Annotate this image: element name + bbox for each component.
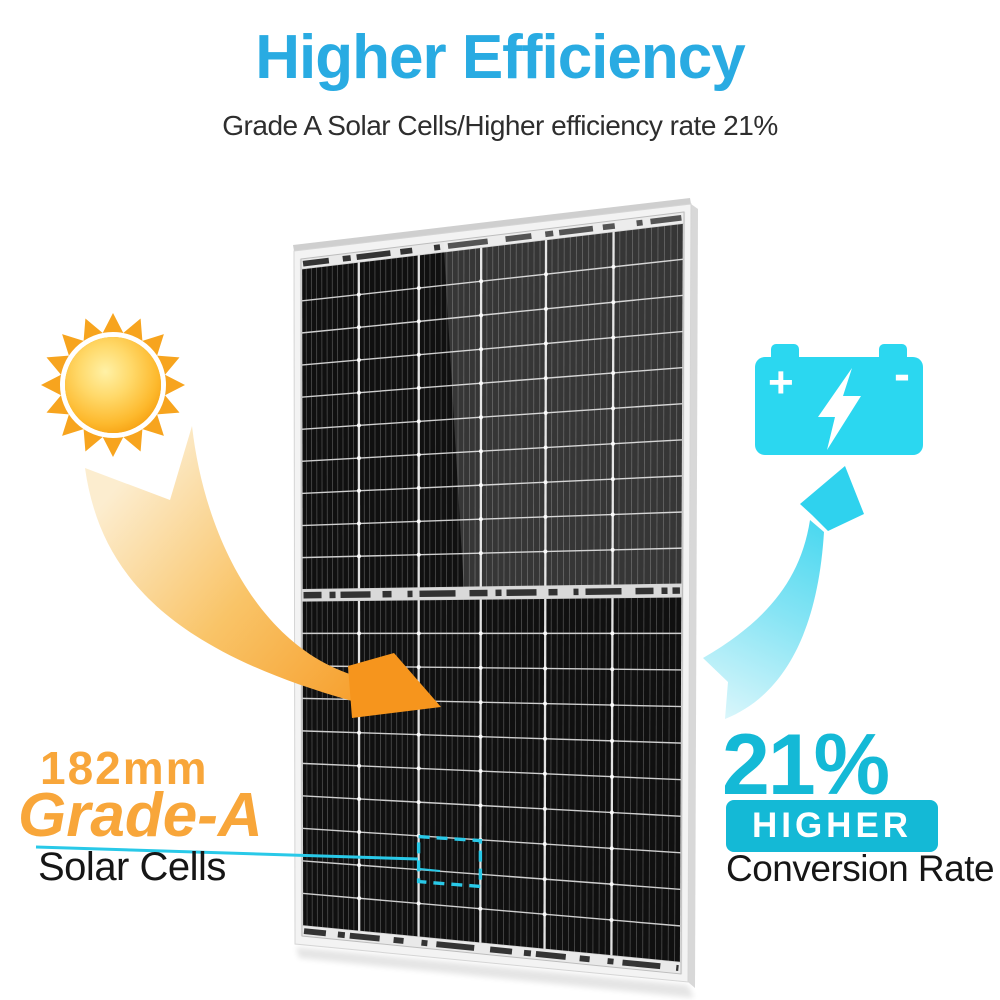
cell-highlight-box xyxy=(416,834,483,889)
solar-cells-label: Solar Cells xyxy=(38,845,226,889)
subtitle: Grade A Solar Cells/Higher efficiency ra… xyxy=(222,110,778,141)
solar-panel xyxy=(293,198,698,998)
grade-label: Grade-A xyxy=(18,781,263,850)
sunlight-arrow xyxy=(85,426,441,718)
conversion-rate-label: Conversion Rate xyxy=(726,848,995,889)
battery-body: + - xyxy=(755,351,923,455)
sun-icon xyxy=(41,313,185,457)
battery-minus-label: - xyxy=(894,348,910,401)
higher-badge: HIGHER xyxy=(726,800,938,852)
battery-icon: + - xyxy=(755,344,923,456)
energy-up-arrow xyxy=(703,466,864,719)
percent-label: 21% xyxy=(722,717,890,813)
cell-size-label: 182mm xyxy=(40,742,209,794)
callout-line xyxy=(35,845,441,872)
lightning-bolt-icon xyxy=(818,368,861,450)
page-title: Higher Efficiency xyxy=(255,23,745,92)
battery-plus-label: + xyxy=(768,358,794,407)
